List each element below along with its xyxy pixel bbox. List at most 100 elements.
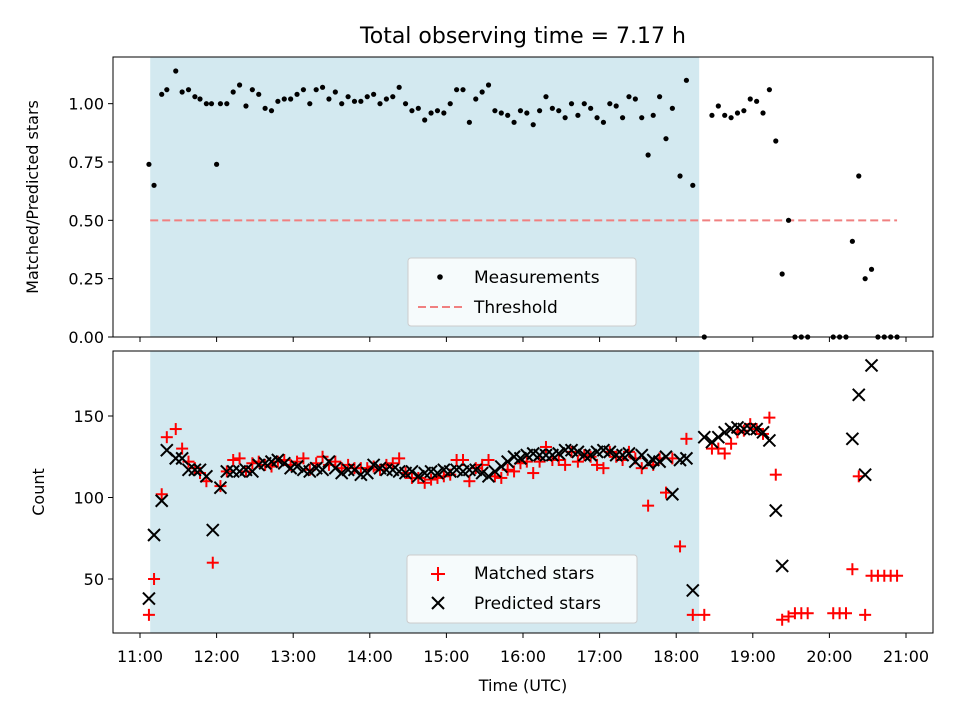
matched-star-point [412, 471, 425, 484]
predicted-star-point [411, 469, 426, 484]
measurement-point [747, 96, 753, 102]
matched-star-point [160, 431, 173, 444]
predicted-star-point [360, 466, 374, 480]
predicted-star-point [494, 459, 509, 474]
measurement-point [371, 91, 377, 97]
matched-star-point [393, 452, 406, 465]
matched-star-point [495, 471, 508, 484]
measurement-point [185, 87, 192, 93]
matched-star-point [418, 476, 431, 489]
measurement-point [415, 105, 421, 111]
top-x-ticks [139, 337, 907, 342]
matched-star-point [782, 610, 795, 623]
measurement-point [657, 94, 663, 100]
measurement-point [728, 115, 734, 121]
predicted-star-point [335, 466, 349, 480]
matched-star-point [712, 442, 725, 455]
bottom-legend: Matched stars Predicted stars [406, 554, 638, 624]
predicted-star-point [858, 467, 872, 482]
measurement-point [785, 217, 792, 223]
predicted-star-point [845, 432, 860, 446]
figure-title: Total observing time = 7.17 h [359, 24, 686, 49]
measurement-point [217, 101, 224, 107]
predicted-star-point [303, 464, 317, 479]
bottom-y-tick-label: 100 [73, 489, 104, 508]
measurement-point [179, 89, 185, 95]
measurement-point [197, 96, 203, 102]
measurement-point [473, 96, 479, 102]
measurement-point [358, 98, 364, 104]
measurement-point [275, 98, 281, 104]
predicted-star-point [206, 523, 220, 537]
bottom-x-tick-label: 18:00 [653, 647, 699, 666]
measurement-point [409, 108, 415, 114]
measurement-point [262, 105, 268, 111]
predicted-star-point [188, 463, 202, 477]
measurement-point [715, 103, 721, 109]
matched-star-point [169, 423, 182, 436]
matched-star-point [725, 437, 738, 450]
bottom-x-tick-label: 21:00 [883, 647, 929, 666]
predicted-star-point [697, 430, 711, 444]
measurement-point [734, 110, 741, 116]
predicted-star-point [711, 430, 726, 444]
measurement-point [243, 103, 249, 109]
predicted-star-point [488, 464, 502, 479]
measurement-point [607, 101, 613, 107]
measurement-point [669, 105, 675, 111]
bottom-x-tick-label: 19:00 [730, 647, 776, 666]
predicted-star-point [749, 422, 764, 436]
top-legend-box [407, 257, 637, 327]
legend-matched-label: Matched stars [474, 564, 594, 584]
top-panel: 0.00 0.25 0.50 0.75 1.00 Matched/Predicted s… [23, 56, 934, 347]
predicted-star-point [469, 463, 483, 477]
measurement-point [754, 98, 760, 104]
measurement-point [588, 105, 594, 111]
measurement-point [224, 101, 230, 107]
top-legend: Measurements Threshold [407, 257, 637, 327]
matched-star-point [155, 488, 168, 501]
matched-star-point [859, 608, 872, 621]
legend-measurements-label: Measurements [474, 268, 600, 288]
predicted-star-point [379, 463, 394, 477]
measurement-point [773, 138, 779, 144]
measurement-point [663, 136, 669, 142]
matched-star-point [718, 447, 731, 460]
predicted-star-point [328, 461, 343, 475]
predicted-star-point [405, 464, 419, 479]
measurement-point [766, 87, 772, 93]
matched-star-point [508, 465, 521, 478]
matched-star-point [757, 427, 770, 440]
matched-star-point [597, 462, 610, 475]
bottom-x-tick-label: 13:00 [270, 647, 316, 666]
matched-star-point [239, 465, 252, 478]
matched-star-point [456, 454, 469, 467]
measurement-point [677, 173, 683, 179]
measurement-point [594, 115, 600, 121]
matched-star-point [846, 563, 859, 576]
bottom-y-ticks: 50 100 150 [73, 407, 113, 589]
measurement-point [530, 122, 536, 128]
measurement-point [151, 182, 157, 188]
bottom-x-tick-label: 14:00 [347, 647, 393, 666]
matched-star-point [680, 432, 693, 445]
predicted-star-point [622, 446, 636, 461]
matched-star-point [559, 458, 572, 471]
measurement-point [192, 94, 198, 100]
predicted-star-point [652, 454, 667, 469]
measurement-point [862, 276, 868, 282]
predicted-star-point [603, 445, 617, 459]
measurement-point [249, 87, 255, 93]
measurement-point [319, 84, 326, 90]
matched-star-point [591, 458, 604, 471]
predicted-star-point [513, 451, 528, 466]
predicted-star-point [169, 451, 183, 466]
measurement-point [575, 112, 581, 118]
measurement-point [849, 238, 855, 244]
predicted-star-point [341, 463, 355, 477]
top-y-ticks: 0.00 0.25 0.50 0.75 1.00 [68, 95, 113, 347]
matched-star-point [686, 608, 699, 621]
measurement-point [364, 94, 370, 100]
